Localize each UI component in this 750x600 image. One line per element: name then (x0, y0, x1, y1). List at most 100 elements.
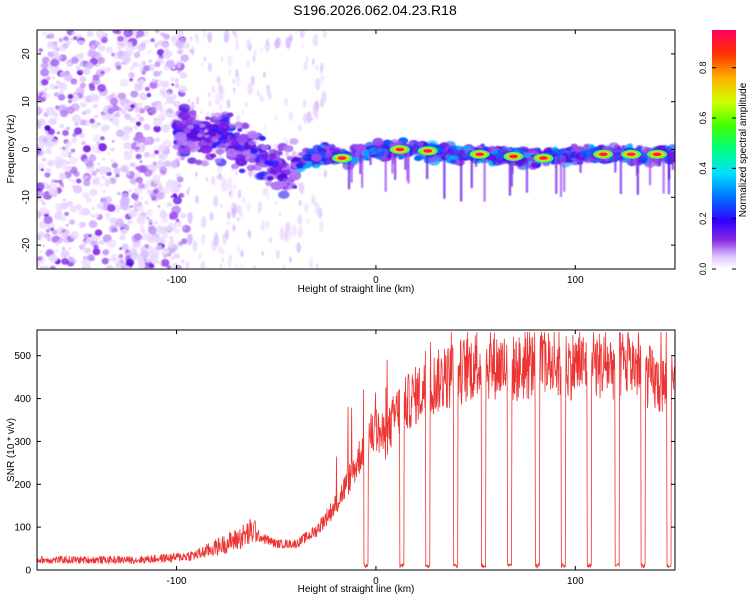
heatmap-cell (153, 221, 158, 225)
heatmap-cell (121, 243, 129, 251)
heatmap-cell (44, 148, 52, 155)
heatmap-cell (125, 249, 130, 253)
heatmap-cell (220, 137, 226, 142)
heatmap-cell (166, 201, 173, 207)
heatmap-cell (211, 85, 216, 94)
heatmap-cell (95, 168, 100, 173)
heatmap-cell (128, 188, 133, 193)
heatmap-cell (52, 45, 59, 51)
heatmap-cell (46, 159, 55, 167)
heatmap-cell (219, 263, 222, 268)
heatmap-cell (64, 144, 70, 150)
heatmap-cell (120, 228, 128, 235)
heatmap-streak (614, 154, 617, 173)
heatmap-cell (234, 121, 243, 128)
heatmap-cell (452, 161, 458, 165)
heatmap-cell (150, 38, 155, 43)
heatmap-cell (106, 239, 117, 249)
heatmap-cell (110, 253, 119, 261)
heatmap-cell (170, 256, 174, 260)
heatmap-cell (45, 228, 51, 233)
heatmap-cell (268, 236, 272, 244)
heatmap-cell (154, 61, 161, 68)
heatmap-cell (621, 145, 627, 150)
heatmap-streak (619, 154, 623, 195)
heatmap-cell (126, 219, 134, 226)
heatmap-cell (191, 45, 194, 52)
heatmap-cell (48, 254, 58, 263)
heatmap-cell (130, 90, 139, 98)
heatmap-cell (306, 111, 312, 124)
heatmap-cell (97, 143, 107, 152)
heatmap-cell (134, 197, 139, 202)
heatmap-streak (635, 154, 639, 176)
heatmap-cell (175, 218, 180, 223)
heatmap-cell (108, 257, 113, 262)
heatmap-cell (43, 92, 51, 100)
heatmap-cell (69, 205, 78, 213)
heatmap-cell (284, 97, 288, 107)
heatmap-cell (102, 249, 110, 256)
heatmap-cell (93, 244, 99, 250)
heatmap-cell (102, 157, 106, 161)
heatmap-cell (39, 250, 43, 253)
heatmap-cell (266, 87, 271, 96)
heatmap-cell (174, 30, 185, 38)
heatmap-cell (79, 101, 86, 108)
heatmap-cell (74, 122, 79, 126)
heatmap-cell (67, 93, 74, 100)
heatmap-cell (56, 131, 61, 135)
heatmap-cell (131, 234, 140, 243)
heatmap-cell (247, 229, 252, 239)
heatmap-cell (237, 189, 242, 199)
heatmap-cell (260, 46, 263, 53)
figure-title: S196.2026.062.04.23.R18 (293, 2, 457, 18)
heatmap-cell (159, 211, 168, 219)
heatmap-cell (283, 137, 286, 142)
heatmap-cell (107, 204, 116, 212)
heatmap-cell (38, 118, 47, 126)
heatmap-cell (128, 209, 138, 218)
heatmap-cell (160, 173, 163, 177)
heatmap-cell (226, 98, 231, 109)
heatmap-cell (311, 58, 315, 66)
heatmap-cell (311, 117, 314, 122)
heatmap-cell (97, 56, 106, 64)
heatmap-cell (274, 113, 279, 122)
heatmap-cell (149, 153, 156, 159)
heatmap-cell (164, 160, 172, 167)
heatmap-cell (139, 225, 145, 230)
heatmap-cell (79, 82, 86, 89)
heatmap-cell (58, 55, 63, 59)
heatmap-cell (110, 147, 115, 152)
heatmap-cell (261, 145, 269, 151)
heatmap-cell (157, 204, 161, 209)
heatmap-cell (491, 149, 498, 155)
heatmap-cell (226, 220, 229, 226)
heatmap-cell (257, 201, 263, 212)
heatmap-cell (54, 156, 64, 165)
heatmap-cell (273, 143, 277, 152)
heatmap-cell (86, 30, 94, 38)
heatmap-cell (65, 223, 69, 227)
heatmap-cell (174, 219, 182, 227)
heatmap-cell (262, 71, 266, 78)
heatmap-streak (347, 158, 351, 190)
heatmap-cell (47, 238, 51, 242)
heatmap-cell (154, 30, 160, 34)
top-y-tick-label: -20 (21, 237, 32, 252)
heatmap-cell (254, 172, 266, 181)
heatmap-cell (112, 105, 120, 112)
heatmap-cell (116, 92, 125, 100)
heatmap-cell (112, 30, 120, 34)
heatmap-cell (83, 67, 91, 75)
top-y-tick-label: 10 (21, 96, 32, 108)
heatmap-cell (40, 168, 44, 172)
heatmap-cell (165, 180, 176, 189)
heatmap-cell (153, 259, 158, 264)
heatmap-cell (242, 124, 250, 130)
heatmap-cell (51, 179, 56, 184)
heatmap-cell (55, 106, 60, 111)
heatmap-cell (147, 226, 157, 235)
heatmap-cell (231, 207, 237, 219)
